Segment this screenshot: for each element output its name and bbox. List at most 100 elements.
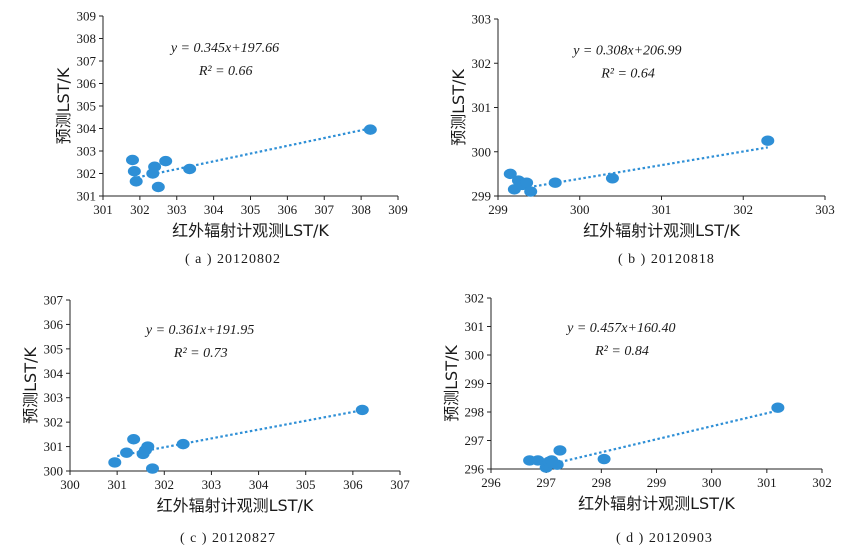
y-tick-label: 303 [44,390,64,405]
scatter-plot-b: 299 300 301 302 303 299 300 301 302 303 红外辐射计观测LST… [449,12,835,241]
x-tick-label: 301 [93,202,113,217]
y-tick-label: 305 [77,99,97,114]
data-point [520,177,534,188]
data-point [159,155,173,167]
x-tick-label: 305 [241,202,261,217]
y-tick-label: 299 [465,376,485,391]
x-tick-label: 303 [202,477,222,492]
y-tick-label: 303 [472,12,492,27]
data-point [146,463,159,474]
x-axis-label: 红外辐射计观测LST/K [583,221,740,240]
y-axis-label: 预测LST/K [54,67,73,144]
data-point [363,124,377,135]
y-tick-label: 298 [465,405,485,420]
data-point [127,434,141,445]
y-tick-label: 299 [472,189,492,204]
y-tick-label: 309 [77,9,97,24]
x-tick-label: 299 [647,475,667,490]
x-tick-label: 298 [592,475,612,490]
data-point [148,161,162,172]
data-point [524,186,538,197]
scatter-panel-c: 300 301 302 303 304 305 306 307 300 301 302 303 304 3… [0,278,426,555]
scatter-plot-c: 300 301 302 303 304 305 306 307 300 301 302 303 304 3… [21,293,410,516]
x-tick-label: 301 [107,477,127,492]
x-tick-label: 301 [757,475,777,490]
data-point [108,457,122,468]
data-point [548,177,562,188]
regression-equation: y = 0.361x+191.95 [144,323,254,338]
x-tick-label: 302 [734,202,754,217]
data-point [503,168,517,180]
x-tick-label: 304 [204,202,224,217]
y-tick-label: 302 [44,415,64,430]
data-point [129,176,143,187]
scatter-plot-a: 301 302 303 304 305 306 307 308 309 301 302 303 304 3… [54,9,408,241]
x-tick-label: 306 [343,477,363,492]
panel-caption-b: ( b ) 20120818 [618,252,715,267]
x-tick-label: 303 [815,202,835,217]
data-point [151,181,165,193]
x-tick-label: 299 [488,202,508,217]
y-tick-label: 301 [472,100,492,115]
x-tick-label: 301 [652,202,672,217]
r-squared-label: R² = 0.73 [173,346,228,361]
x-tick-label: 300 [60,477,80,492]
data-point [761,135,775,146]
x-tick-label: 304 [249,477,269,492]
y-tick-label: 306 [77,76,97,91]
x-axis-label: 红外辐射计观测LST/K [578,494,735,513]
trend-line [116,409,363,458]
data-point [355,404,369,416]
y-tick-label: 304 [44,366,64,381]
data-point [531,455,545,466]
panel-caption-a: ( a ) 20120802 [185,252,282,267]
x-tick-label: 308 [351,202,371,217]
x-tick-label: 307 [315,202,335,217]
trend-line [540,409,779,468]
y-tick-label: 302 [77,166,97,181]
y-tick-label: 300 [472,144,492,159]
x-tick-label: 305 [296,477,316,492]
y-tick-label: 301 [77,189,97,204]
x-tick-label: 302 [130,202,150,217]
scatter-panel-d: 296 297 298 299 300 301 302 296 297 298 299 300 301 3… [426,278,852,555]
regression-equation: y = 0.345x+197.66 [169,41,279,56]
r-squared-label: R² = 0.84 [594,344,649,359]
r-squared-label: R² = 0.64 [600,66,655,81]
y-tick-label: 304 [77,121,97,136]
x-axis-label: 红外辐射计观测LST/K [172,221,329,240]
scatter-panel-a: 301 302 303 304 305 306 307 308 309 301 302 303 304 3… [0,0,426,278]
panel-caption-d: ( d ) 20120903 [616,531,713,546]
y-tick-label: 300 [465,348,485,363]
data-point [126,154,139,166]
data-point [141,441,155,452]
y-tick-label: 296 [465,462,485,477]
y-tick-label: 302 [472,56,492,71]
data-point [183,163,197,175]
scatter-plot-d: 296 297 298 299 300 301 302 296 297 298 299 300 301 3… [442,291,832,514]
data-point [597,453,611,465]
data-point [553,445,567,456]
y-tick-label: 301 [465,319,485,334]
y-tick-label: 308 [77,31,97,46]
data-point [605,173,619,184]
x-axis-label: 红外辐射计观测LST/K [157,496,314,515]
regression-equation: y = 0.457x+160.40 [565,321,675,336]
scatter-panel-b: 299 300 301 302 303 299 300 301 302 303 红外辐射计观测LST… [426,0,852,278]
x-tick-label: 300 [702,475,722,490]
panel-caption-c: ( c ) 20120827 [180,531,277,546]
y-tick-label: 297 [465,433,485,448]
x-tick-label: 300 [570,202,590,217]
x-tick-label: 302 [155,477,175,492]
y-tick-label: 307 [77,54,97,69]
data-point [127,166,141,177]
data-point [545,455,559,466]
r-squared-label: R² = 0.66 [198,64,253,79]
y-tick-label: 306 [44,317,64,332]
y-tick-label: 303 [77,144,97,159]
y-axis-label: 预测LST/K [449,69,468,146]
x-tick-label: 307 [390,477,410,492]
x-tick-label: 302 [812,475,832,490]
y-tick-label: 305 [44,341,64,356]
y-tick-label: 307 [44,293,64,308]
